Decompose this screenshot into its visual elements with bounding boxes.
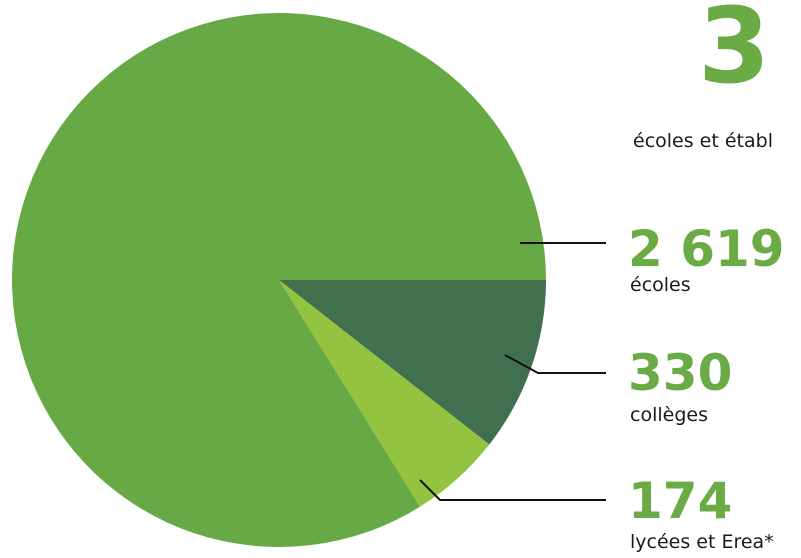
category-label-colleges: collèges [630,404,708,426]
total-label: écoles et établ [633,130,773,152]
pie-slice-colleges [279,280,546,445]
value-label-lycees: 174 [628,472,733,530]
total-value: 3 [698,0,771,107]
pie-slices [12,13,547,548]
category-label-lycees: lycées et Erea* [630,531,774,553]
pie-slice-lycees [279,280,490,507]
leader-lycees [419,479,606,501]
value-label-ecoles: 2 619 [628,220,785,278]
category-label-ecoles: écoles [630,274,691,296]
pie-slice-ecoles [12,13,547,548]
leader-lines [419,242,606,501]
value-label-colleges: 330 [628,344,733,402]
leader-colleges [504,354,606,374]
